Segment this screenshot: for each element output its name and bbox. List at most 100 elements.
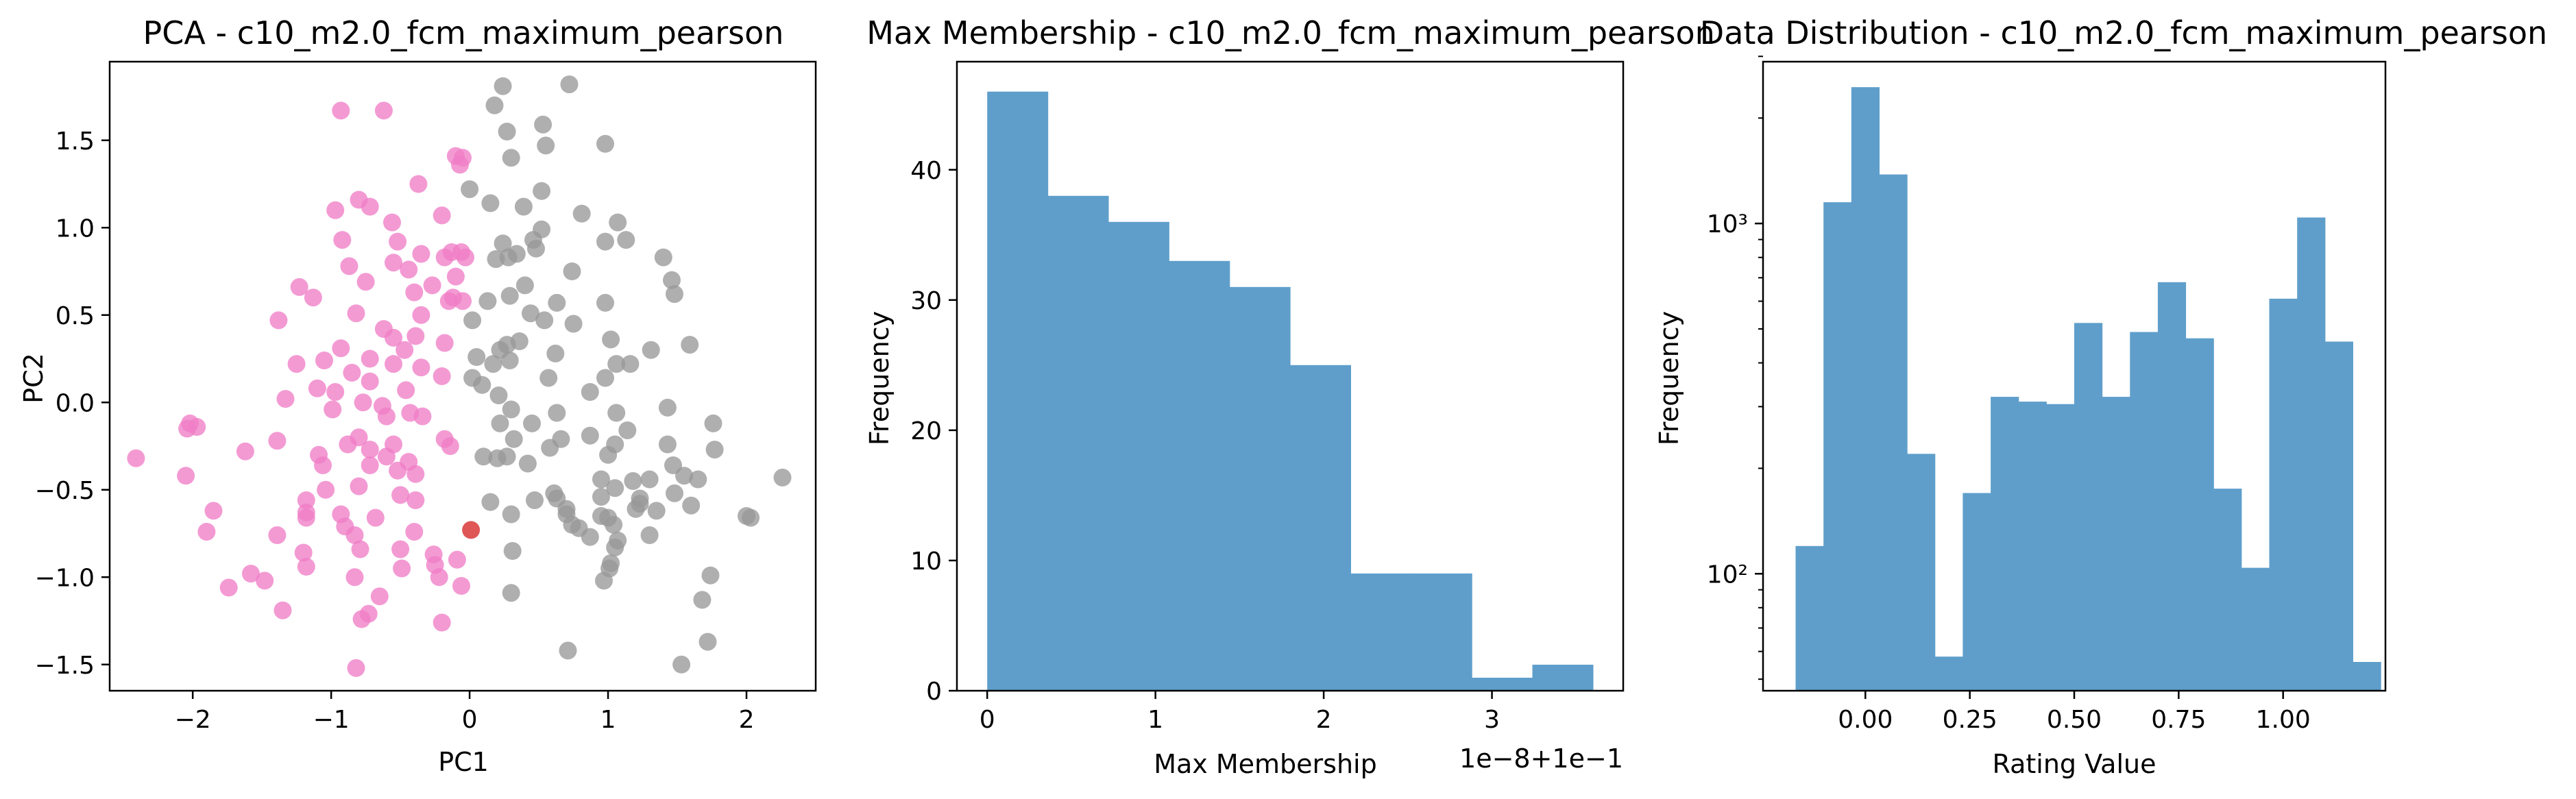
x-tick-label: 0.50	[2047, 706, 2102, 734]
scatter-point	[487, 250, 505, 269]
scatter-point	[274, 601, 292, 619]
scatter-point	[276, 390, 295, 408]
scatter-point	[400, 260, 418, 279]
histogram-bar	[2018, 402, 2047, 691]
scatter-point	[654, 248, 672, 267]
scatter-point	[391, 540, 410, 558]
scatter-point	[546, 344, 565, 362]
scatter-point	[451, 156, 469, 174]
scatter-point	[617, 231, 635, 249]
scatter-point	[698, 632, 717, 651]
y-tick-label: 40	[910, 157, 942, 185]
scatter-point	[197, 523, 216, 541]
scatter-point	[607, 404, 626, 422]
scatter-point	[539, 369, 558, 387]
scatter-point	[572, 204, 591, 223]
scatter-point	[452, 243, 470, 261]
scatter-point	[602, 330, 620, 349]
scatter-point	[333, 231, 352, 249]
scatter-point	[268, 526, 287, 544]
scatter-point	[505, 430, 523, 448]
scatter-point	[537, 136, 555, 155]
scatter-point	[498, 123, 516, 140]
scatter-point	[177, 467, 195, 485]
x-tick-label: 0.00	[1838, 706, 1893, 734]
scatter-point	[488, 449, 507, 467]
scatter-point	[385, 328, 402, 347]
histogram-bar	[2213, 489, 2242, 691]
scatter-point	[642, 341, 660, 359]
histogram-bar	[2241, 567, 2270, 691]
scatter-point	[510, 332, 528, 350]
scatter-point	[596, 293, 614, 312]
pca-plot-frame	[108, 60, 817, 692]
scatter-point	[405, 283, 424, 302]
pca-scatter-panel: PCA - c10_m2.0_fcm_maximum_pearson −2 −1 0…	[19, 14, 817, 777]
histogram-bar	[987, 91, 1049, 691]
scatter-point	[356, 273, 375, 291]
scatter-point	[581, 426, 599, 445]
histogram-bar	[1472, 678, 1533, 691]
histogram-bar	[1879, 174, 1908, 691]
scatter-point	[340, 257, 359, 275]
scatter-point	[397, 381, 415, 400]
x-tick-label: −2	[175, 706, 211, 734]
scatter-point	[533, 182, 551, 200]
scatter-point	[647, 502, 666, 520]
scatter-point	[592, 488, 610, 506]
scatter-point	[385, 355, 402, 373]
scatter-point	[596, 134, 614, 153]
scatter-point	[658, 435, 677, 454]
pca-points	[127, 75, 792, 677]
scatter-point	[297, 508, 315, 527]
histogram-bar	[1851, 87, 1880, 691]
scatter-point	[256, 571, 274, 590]
scatter-point	[681, 336, 699, 354]
scatter-point	[527, 239, 545, 258]
scatter-point	[481, 493, 500, 511]
scatter-point	[705, 441, 724, 459]
scatter-point	[412, 245, 430, 263]
scatter-point	[592, 470, 610, 489]
x-tick-label: 0	[462, 706, 478, 734]
scatter-point	[599, 445, 618, 464]
scatter-point	[374, 101, 393, 120]
scatter-point	[478, 292, 497, 310]
y-tick-label: 1.5	[56, 127, 95, 156]
scatter-point	[347, 659, 365, 677]
scatter-point	[413, 407, 432, 426]
y-tick-label: −1.0	[35, 564, 95, 592]
scatter-point	[435, 334, 454, 352]
scatter-point	[287, 355, 306, 373]
scatter-point	[663, 271, 681, 289]
scatter-point	[502, 149, 520, 167]
histogram-bar	[1823, 202, 1852, 691]
scatter-point	[503, 542, 522, 560]
histogram-bar	[1934, 656, 1963, 691]
scatter-point	[412, 306, 430, 324]
scatter-point	[345, 526, 364, 544]
y-tick-label: −0.5	[35, 477, 95, 505]
histogram-bar	[1047, 195, 1109, 691]
scatter-point	[315, 352, 333, 369]
scatter-point	[406, 327, 425, 345]
scatter-point	[463, 311, 482, 330]
scatter-point	[433, 206, 451, 225]
scatter-point	[393, 559, 411, 578]
scatter-point	[640, 526, 659, 544]
histogram-bar	[1795, 545, 1824, 691]
scatter-point	[343, 363, 361, 382]
histogram-bar	[1229, 286, 1291, 691]
scatter-point	[446, 267, 465, 286]
scatter-point	[361, 456, 379, 474]
scatter-point	[500, 352, 519, 369]
pca-chart-title: PCA - c10_m2.0_fcm_maximum_pearson	[143, 14, 784, 51]
distribution-y-axis-label: Frequency	[1654, 311, 1684, 445]
x-tick-label: 0	[980, 706, 995, 734]
scatter-point	[377, 447, 396, 466]
histogram-bar	[1907, 454, 1936, 691]
histogram-bar	[2297, 217, 2326, 691]
scatter-point	[304, 288, 322, 307]
y-tick-label: 0	[926, 678, 942, 706]
